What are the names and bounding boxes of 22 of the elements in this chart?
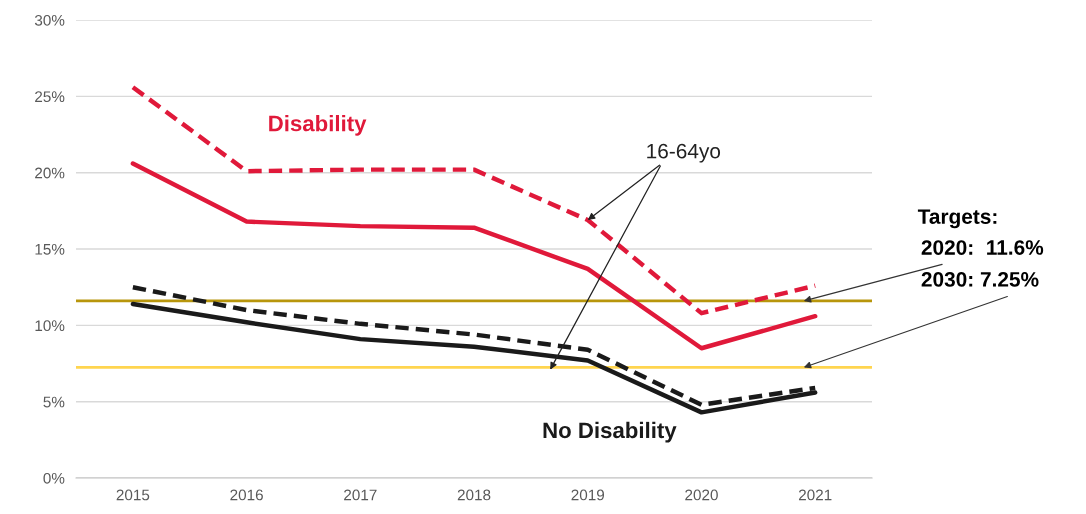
y-tick-label: 20% bbox=[35, 167, 65, 179]
y-tick-label: 10% bbox=[35, 320, 65, 332]
x-tick-label: 2020 bbox=[685, 489, 718, 501]
y-tick-label: 5% bbox=[43, 396, 65, 408]
y-tick-label: 30% bbox=[34, 14, 65, 26]
annotation: 16-64yo bbox=[647, 143, 721, 163]
line-series bbox=[130, 85, 818, 316]
line-series bbox=[130, 161, 818, 351]
text: Targets: bbox=[917, 209, 997, 229]
ref-line-label: 2030: 7.25% bbox=[921, 272, 1039, 287]
annotation: Disability bbox=[269, 115, 367, 136]
y-tick-label: 15% bbox=[35, 243, 65, 255]
ref-line-label: 2020: 11.6% bbox=[921, 240, 1044, 255]
x-tick-label: 2019 bbox=[571, 489, 605, 501]
x-tick-label: 2015 bbox=[116, 489, 150, 501]
y-tick-label: 25% bbox=[35, 91, 65, 103]
y-tick-label: 0% bbox=[43, 472, 65, 484]
x-tick-label: 2016 bbox=[230, 489, 263, 501]
annotation: No Disability bbox=[543, 421, 677, 443]
x-tick-label: 2021 bbox=[798, 489, 832, 501]
x-tick-label: 2017 bbox=[344, 489, 377, 501]
x-tick-label: 2018 bbox=[457, 489, 491, 501]
